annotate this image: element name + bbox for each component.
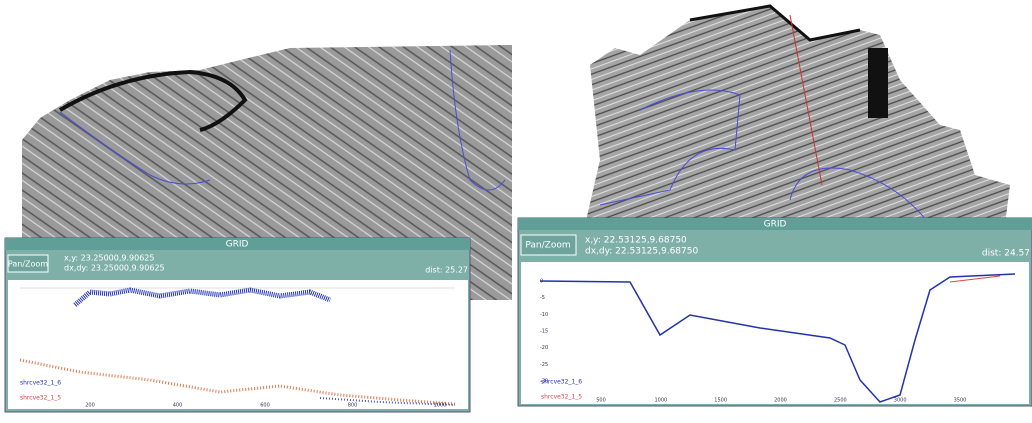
dxdy-readout: dx,dy: 23.25000,9.90625 <box>64 264 165 273</box>
x-tick-label: 3000 <box>894 398 907 404</box>
x-tick-label: 2000 <box>774 398 787 404</box>
legend-entry: shrcve32_1_5 <box>20 395 61 402</box>
legend-entry: shrcve32_1_6 <box>20 380 61 387</box>
y-tick-label: -10 <box>540 312 548 318</box>
dxdy-readout: dx,dy: 22.53125,9.68750 <box>585 247 698 257</box>
x-tick-label: 1000 <box>434 403 447 409</box>
button-label: Pan/Zoom <box>525 241 570 251</box>
x-tick-label: 500 <box>596 398 606 404</box>
xy-readout: x,y: 22.53125,9.68750 <box>585 236 687 246</box>
plot-area <box>8 280 468 409</box>
x-tick-label: 1500 <box>714 398 727 404</box>
right-terrain <box>585 6 1010 225</box>
window-title: GRID <box>226 240 249 250</box>
y-tick-label: -5 <box>540 295 545 301</box>
y-tick-label: -15 <box>540 329 548 335</box>
x-tick-label: 400 <box>173 403 183 409</box>
grid-window: GRID Pan/Zoom x,y: 23.25000,9.90625 dx,d… <box>5 238 470 412</box>
x-tick-label: 2500 <box>834 398 847 404</box>
xy-readout: x,y: 23.25000,9.90625 <box>64 254 154 263</box>
dist-readout: dist: 24.57 <box>982 249 1030 259</box>
x-tick-label: 200 <box>85 403 95 409</box>
screenshot: GRID Pan/Zoom x,y: 23.25000,9.90625 dx,d… <box>0 0 1032 423</box>
y-tick-label: -20 <box>540 345 548 351</box>
x-tick-label: 3500 <box>954 398 967 404</box>
button-label: Pan/Zoom <box>8 260 48 269</box>
x-tick-label: 800 <box>348 403 358 409</box>
x-tick-label: 1000 <box>654 398 667 404</box>
y-tick-label: -25 <box>540 362 548 368</box>
x-tick-label: 600 <box>260 403 270 409</box>
dist-readout: dist: 25.27 <box>425 266 468 275</box>
legend-entry: shrcve32_1_5 <box>541 394 582 401</box>
grid-window: GRID Pan/Zoom x,y: 22.53125,9.68750 dx,d… <box>518 218 1032 406</box>
plot-area <box>521 262 1029 404</box>
legend-entry: shrcve32_1_6 <box>541 379 582 386</box>
window-title: GRID <box>764 220 787 230</box>
y-tick-label: 0 <box>540 279 543 285</box>
